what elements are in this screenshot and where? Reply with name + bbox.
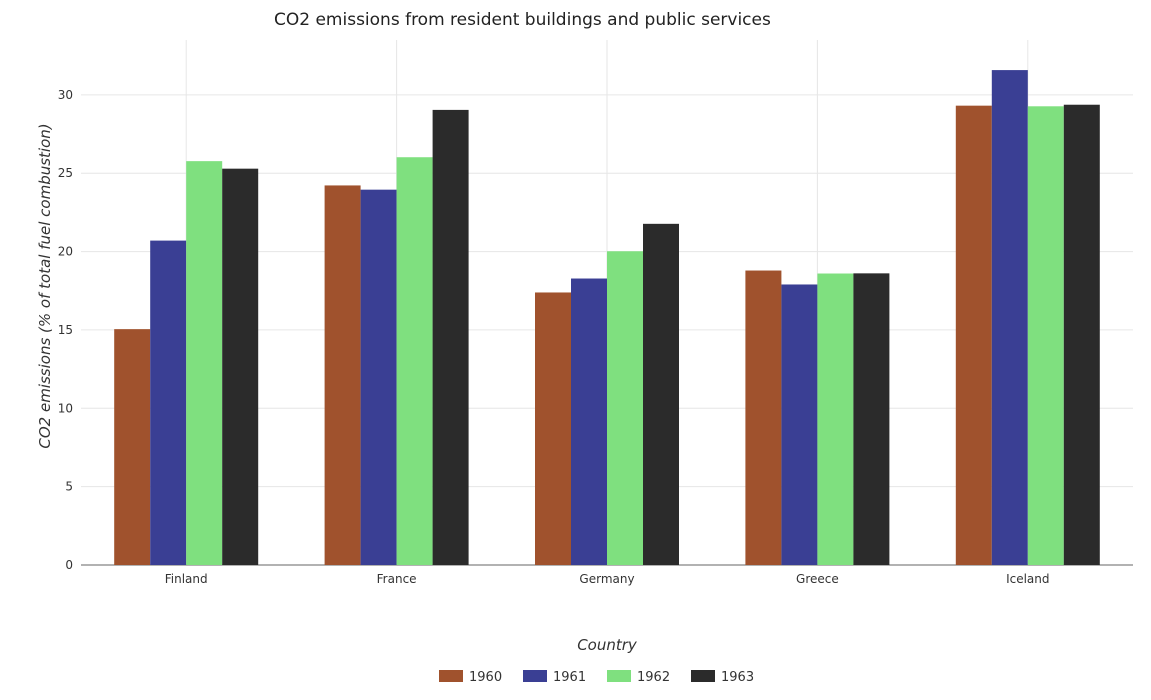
x-axis-label: Country xyxy=(577,636,638,654)
bar xyxy=(817,273,854,565)
y-tick-label: 25 xyxy=(58,166,73,180)
y-tick-label: 30 xyxy=(58,88,73,102)
bar xyxy=(222,168,259,565)
bar xyxy=(745,270,782,565)
bar xyxy=(853,273,890,565)
legend-label: 1963 xyxy=(721,670,754,685)
x-tick-label: Germany xyxy=(579,572,634,586)
bar xyxy=(1027,106,1064,565)
legend-label: 1961 xyxy=(553,670,586,685)
bar xyxy=(324,185,361,565)
bar xyxy=(432,109,469,566)
x-tick-label: Finland xyxy=(165,572,208,586)
bar xyxy=(186,161,223,565)
bar xyxy=(150,240,187,565)
legend-swatch xyxy=(607,670,631,682)
ticks: 0 5 10 15 20 25 30 Finland France Germany Greece Ic… xyxy=(58,88,1050,586)
bar xyxy=(991,70,1028,566)
bar xyxy=(955,105,992,565)
legend-swatch xyxy=(439,670,463,682)
bar xyxy=(1063,104,1100,565)
bar xyxy=(571,278,607,565)
y-axis-label: CO2 emissions (% of total fuel combustio… xyxy=(36,123,54,448)
chart-title: CO2 emissions from resident buildings an… xyxy=(274,10,771,30)
bar xyxy=(643,223,679,565)
bar xyxy=(781,284,818,565)
y-tick-label: 15 xyxy=(58,323,73,337)
x-tick-label: Greece xyxy=(796,572,839,586)
y-tick-label: 10 xyxy=(58,401,73,415)
x-tick-label: France xyxy=(377,572,417,586)
x-tick-label: Iceland xyxy=(1006,572,1049,586)
bars xyxy=(114,70,1100,566)
bar xyxy=(396,157,433,565)
y-tick-label: 5 xyxy=(65,480,73,494)
y-tick-label: 20 xyxy=(58,245,73,259)
bar xyxy=(607,251,643,566)
legend-label: 1960 xyxy=(469,670,502,685)
bar xyxy=(360,189,397,565)
bar xyxy=(535,292,571,565)
y-tick-label: 0 xyxy=(65,558,73,572)
bar xyxy=(114,329,151,565)
legend-swatch xyxy=(523,670,547,682)
legend-label: 1962 xyxy=(637,670,670,685)
legend-swatch xyxy=(691,670,715,682)
legend: 1960 1961 1962 1963 xyxy=(439,670,754,685)
